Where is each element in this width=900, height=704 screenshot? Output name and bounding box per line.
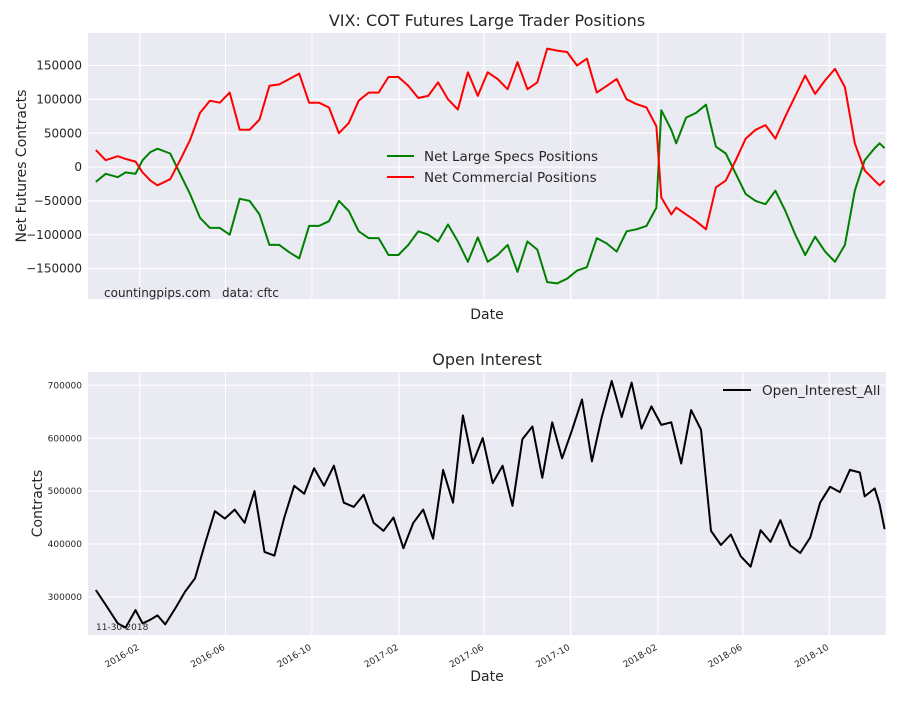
x-tick-label: 2017-10 bbox=[535, 643, 573, 671]
x-tick-label: 2017-02 bbox=[363, 643, 401, 670]
series-line-net-large-specs-positions bbox=[95, 103, 886, 285]
positions-panel: −150000 −100000 −50000 0 50000 100000 150000 V… bbox=[14, 11, 886, 323]
y-tick-label: 0 bbox=[74, 160, 82, 174]
positions-grid bbox=[88, 33, 886, 299]
y-tick-label: 100000 bbox=[36, 93, 82, 107]
x-tick-label: 2018-02 bbox=[622, 643, 660, 670]
positions-plot-area bbox=[88, 33, 886, 299]
series-line-open-interest-all bbox=[94, 380, 886, 629]
report-date-annotation: 11-30-2018 bbox=[96, 623, 149, 633]
positions-chart-title: VIX: COT Futures Large Trader Positions bbox=[329, 11, 645, 30]
positions-y-ticks: −150000 −100000 −50000 0 50000 100000 150000 bbox=[26, 59, 82, 276]
y-tick-label: 500000 bbox=[48, 487, 83, 497]
y-tick-label: 600000 bbox=[48, 434, 83, 444]
x-tick-label: 2018-10 bbox=[793, 643, 831, 671]
y-tick-label: 700000 bbox=[48, 381, 83, 391]
open-interest-y-axis-label: Contracts bbox=[30, 470, 46, 538]
legend-label-commercial: Net Commercial Positions bbox=[424, 170, 597, 186]
positions-x-axis-label: Date bbox=[470, 307, 503, 323]
open-interest-grid bbox=[88, 372, 886, 635]
open-interest-series bbox=[94, 380, 886, 629]
positions-y-axis-label: Net Futures Contracts bbox=[14, 90, 30, 243]
y-tick-label: 400000 bbox=[48, 540, 83, 550]
y-tick-label: 300000 bbox=[48, 593, 83, 603]
y-tick-label: −150000 bbox=[26, 262, 82, 276]
x-tick-label: 2016-06 bbox=[189, 643, 227, 671]
open-interest-x-ticks: 2016-02 2016-06 2016-10 2017-02 2017-06 2017-… bbox=[104, 643, 831, 671]
x-tick-label: 2016-02 bbox=[104, 643, 142, 670]
y-tick-label: 50000 bbox=[44, 126, 82, 140]
open-interest-chart-title: Open Interest bbox=[432, 350, 541, 369]
x-tick-label: 2016-10 bbox=[276, 643, 314, 671]
open-interest-plot-area bbox=[88, 372, 886, 635]
x-tick-label: 2017-06 bbox=[448, 643, 486, 671]
open-interest-x-axis-label: Date bbox=[470, 669, 503, 685]
legend-label-large-specs: Net Large Specs Positions bbox=[424, 149, 598, 165]
open-interest-y-ticks: 300000 400000 500000 600000 700000 bbox=[48, 381, 83, 603]
source-site-annotation: countingpips.com bbox=[104, 286, 211, 300]
y-tick-label: −50000 bbox=[34, 194, 82, 208]
y-tick-label: −100000 bbox=[26, 228, 82, 242]
open-interest-legend: Open_Interest_All bbox=[723, 383, 880, 399]
data-source-annotation: data: cftc bbox=[222, 286, 279, 300]
y-tick-label: 150000 bbox=[36, 59, 82, 73]
x-tick-label: 2018-06 bbox=[707, 643, 745, 671]
positions-legend: Net Large Specs Positions Net Commercial… bbox=[387, 149, 598, 186]
series-line-net-commercial-positions bbox=[95, 47, 886, 231]
legend-label-open-interest: Open_Interest_All bbox=[762, 383, 880, 399]
positions-series bbox=[95, 47, 886, 285]
